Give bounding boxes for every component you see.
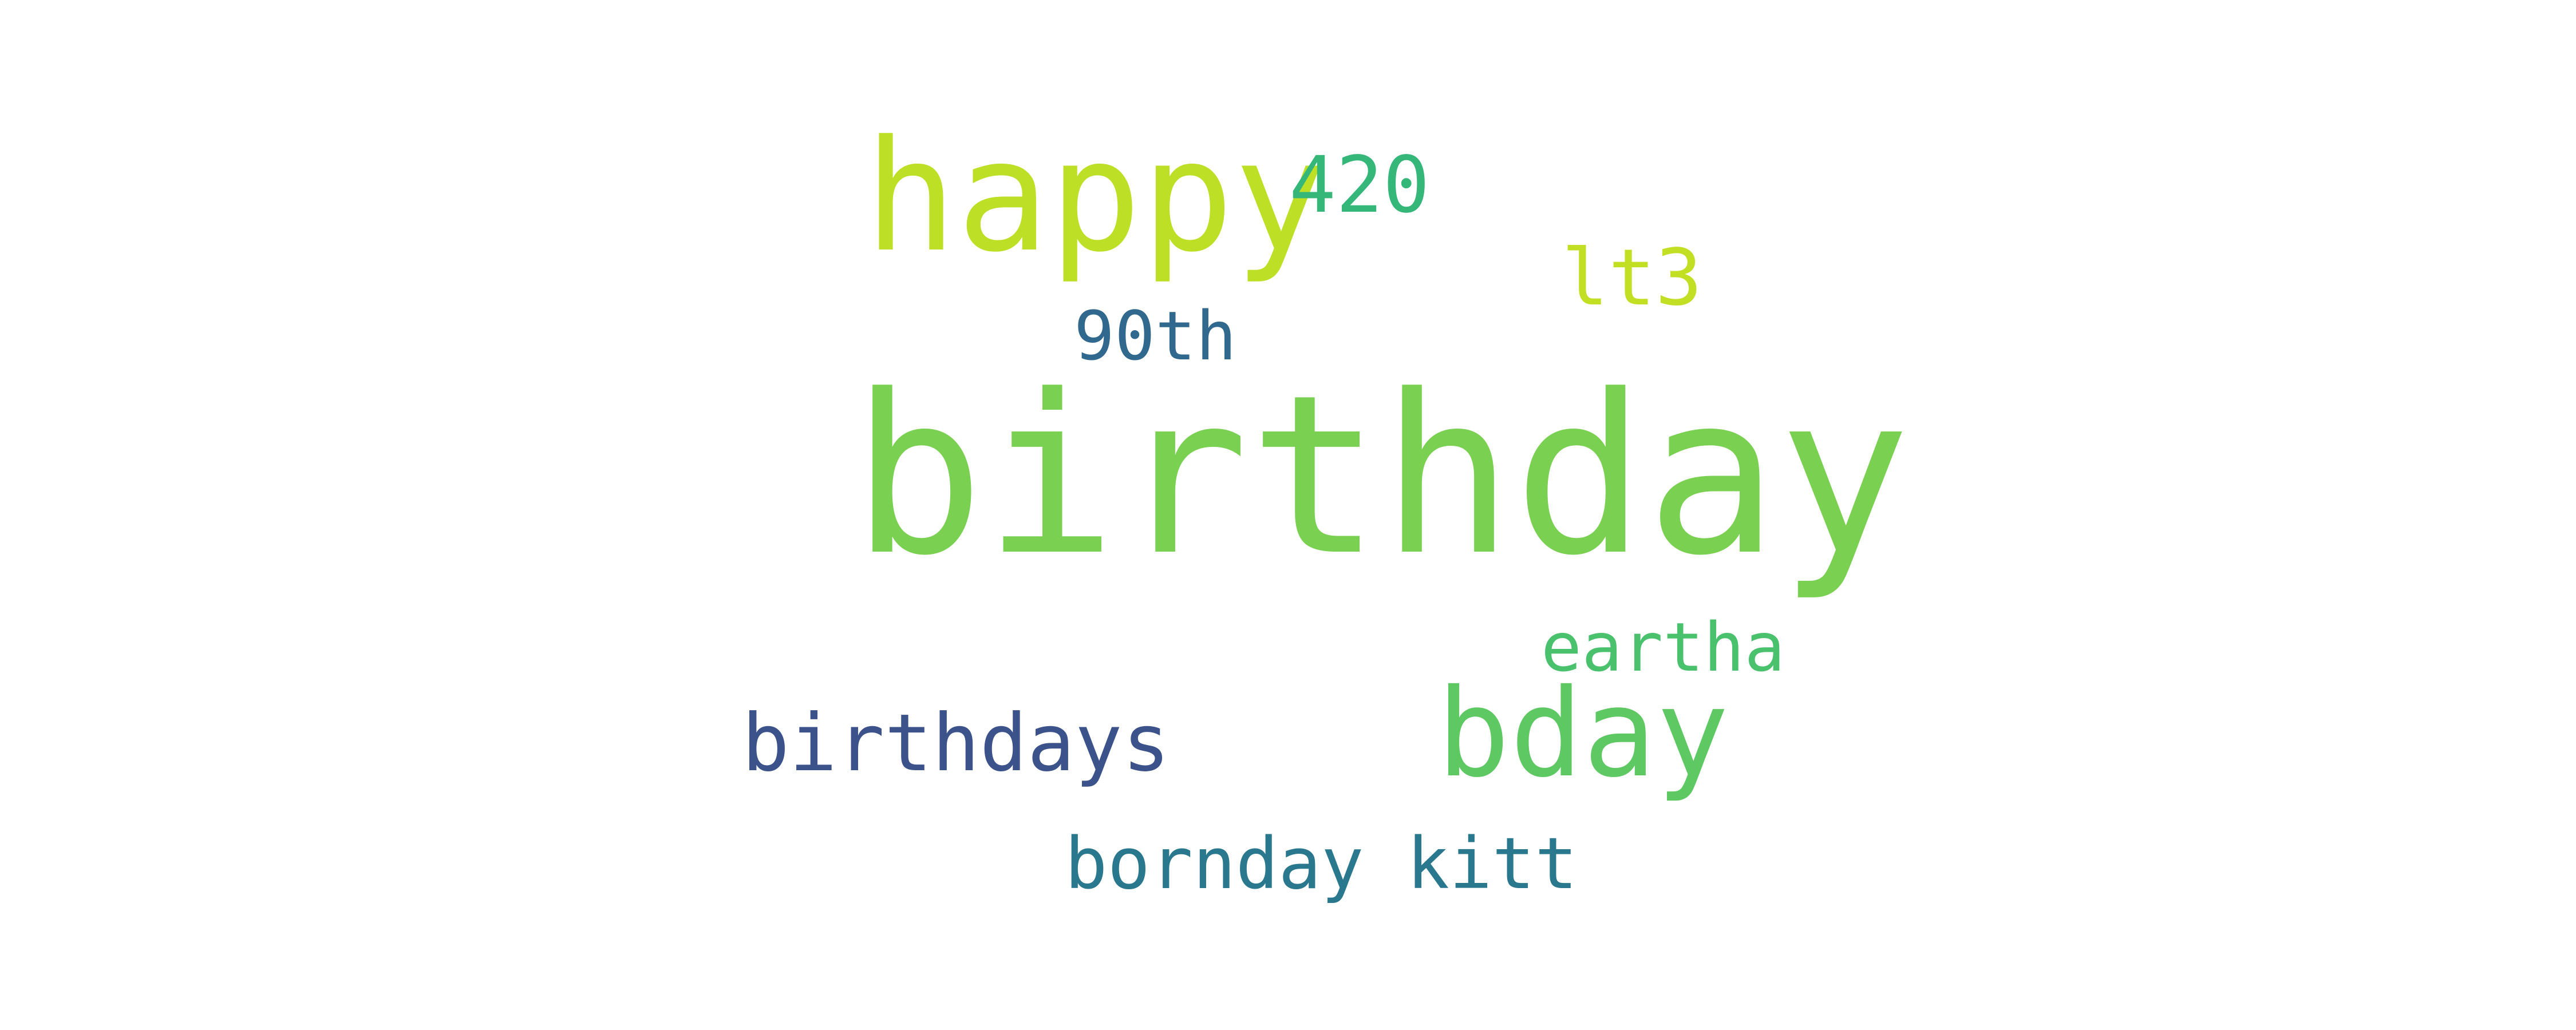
word-lt3: lt3 xyxy=(1562,233,1702,323)
word-eartha: eartha xyxy=(1541,608,1785,687)
word-birthdays: birthdays xyxy=(742,697,1170,789)
word-happy: happy xyxy=(864,108,1326,286)
word-420: 420 xyxy=(1289,140,1430,231)
word-90th: 90th xyxy=(1074,296,1237,375)
word-bday: bday xyxy=(1437,663,1729,804)
word-bornday-kitt: bornday kitt xyxy=(1065,823,1578,905)
word-birthday: birthday xyxy=(852,348,1911,604)
